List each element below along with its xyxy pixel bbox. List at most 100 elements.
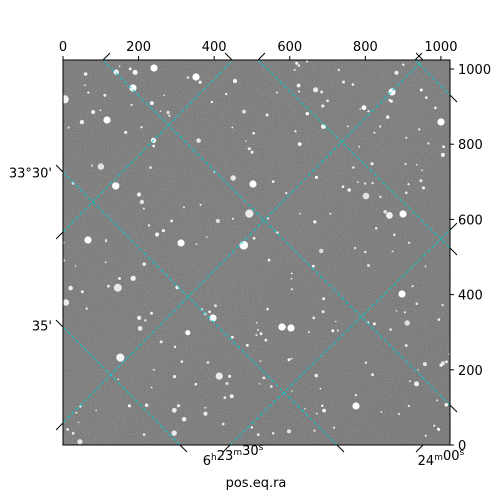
right-tick-label: 1000 [458,63,491,78]
star [371,373,374,376]
star [342,80,345,84]
star [128,67,132,71]
star [258,383,261,385]
ra-tick-label: 6h23m30s [203,443,264,469]
star [364,361,368,364]
star [265,113,269,117]
star [230,175,236,181]
star [290,288,293,291]
top-tick-label: 800 [353,40,378,55]
star [313,429,316,432]
star [269,385,273,388]
star [71,431,75,435]
star [424,434,427,437]
wcs-edge-tick [102,52,111,61]
star [140,126,143,129]
star [404,344,408,347]
star [405,191,408,195]
star [221,422,225,426]
star [95,409,97,412]
star [231,335,234,339]
star [322,408,326,413]
star [144,319,147,322]
star [231,126,234,129]
star [163,94,166,97]
star [198,80,202,84]
grid-line [102,60,450,406]
star [132,69,138,75]
star [66,428,69,431]
star [312,264,315,268]
right-axis: 0 200 400 600 800 1000 [450,63,491,454]
star [358,145,360,148]
star [389,328,392,331]
star [321,310,325,314]
wcs-edge-tick [415,444,424,453]
right-tick-label: 800 [458,138,483,153]
star [290,278,293,280]
star [298,90,301,93]
star [305,112,309,116]
star [313,87,319,93]
star [395,310,398,312]
bright-star [103,116,111,124]
star [229,394,234,399]
star [397,413,400,415]
star [307,331,310,334]
wcs-edge-tick [55,319,64,328]
star [196,138,201,143]
stars-layer [63,60,450,445]
star [75,411,78,414]
star [113,283,122,292]
star [228,374,232,378]
star [313,220,317,224]
star [259,360,262,363]
x-axis-label: pos.eq.ra [226,476,287,491]
star [256,433,260,436]
right-tick-label: 0 [458,439,466,454]
star [262,376,266,380]
star [351,83,355,86]
star [359,108,361,110]
star [149,166,152,169]
star [440,152,445,157]
star [286,429,292,434]
star [117,378,119,381]
star [142,262,146,266]
star [171,407,177,413]
star [176,404,181,408]
star [171,430,177,436]
star [415,302,419,306]
star [97,163,105,170]
star [285,192,288,195]
star [142,207,145,210]
wcs-edge-tick [449,247,458,256]
star [393,233,396,237]
star [361,105,367,111]
star [85,307,88,310]
top-axis: 0 200 400 600 800 1000 [59,40,457,60]
grid-line [63,60,424,424]
star [409,380,411,383]
star [161,229,165,233]
star [326,99,329,103]
bright-star [398,290,406,298]
star [91,164,93,167]
star [225,382,229,385]
plot-frame [62,59,451,446]
star [445,360,448,364]
wcs-edge-tick [179,444,188,453]
star [195,243,198,246]
wcs-edge-tick [55,231,64,240]
star [264,338,268,342]
star [411,285,414,288]
star [276,91,278,94]
star [294,130,297,133]
star [204,406,207,409]
star [112,182,120,190]
star [379,195,382,199]
star [107,284,110,288]
star [130,103,133,106]
star [312,316,316,320]
